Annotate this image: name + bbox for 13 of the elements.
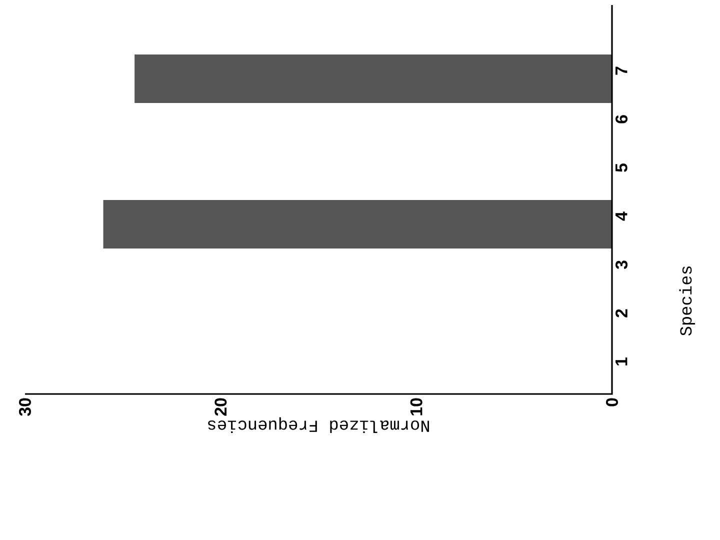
y-tick-label: 5 (616, 163, 628, 172)
x-tick-label: 0 (606, 398, 618, 406)
x-axis-title: Normalized Frequencies (208, 417, 429, 433)
y-tick-label: 3 (616, 260, 628, 270)
y-tick-label: 4 (616, 212, 628, 221)
y-tick-label: 1 (616, 358, 628, 366)
x-tick-label: 30 (18, 398, 31, 416)
x-tick-label: 10 (410, 398, 422, 416)
y-tick-label: 2 (616, 309, 628, 318)
y-tick-label: 6 (616, 115, 628, 124)
x-tick-label: 20 (214, 398, 227, 416)
y-tick-label: 7 (616, 66, 628, 75)
y-axis-title: Species (679, 266, 696, 336)
